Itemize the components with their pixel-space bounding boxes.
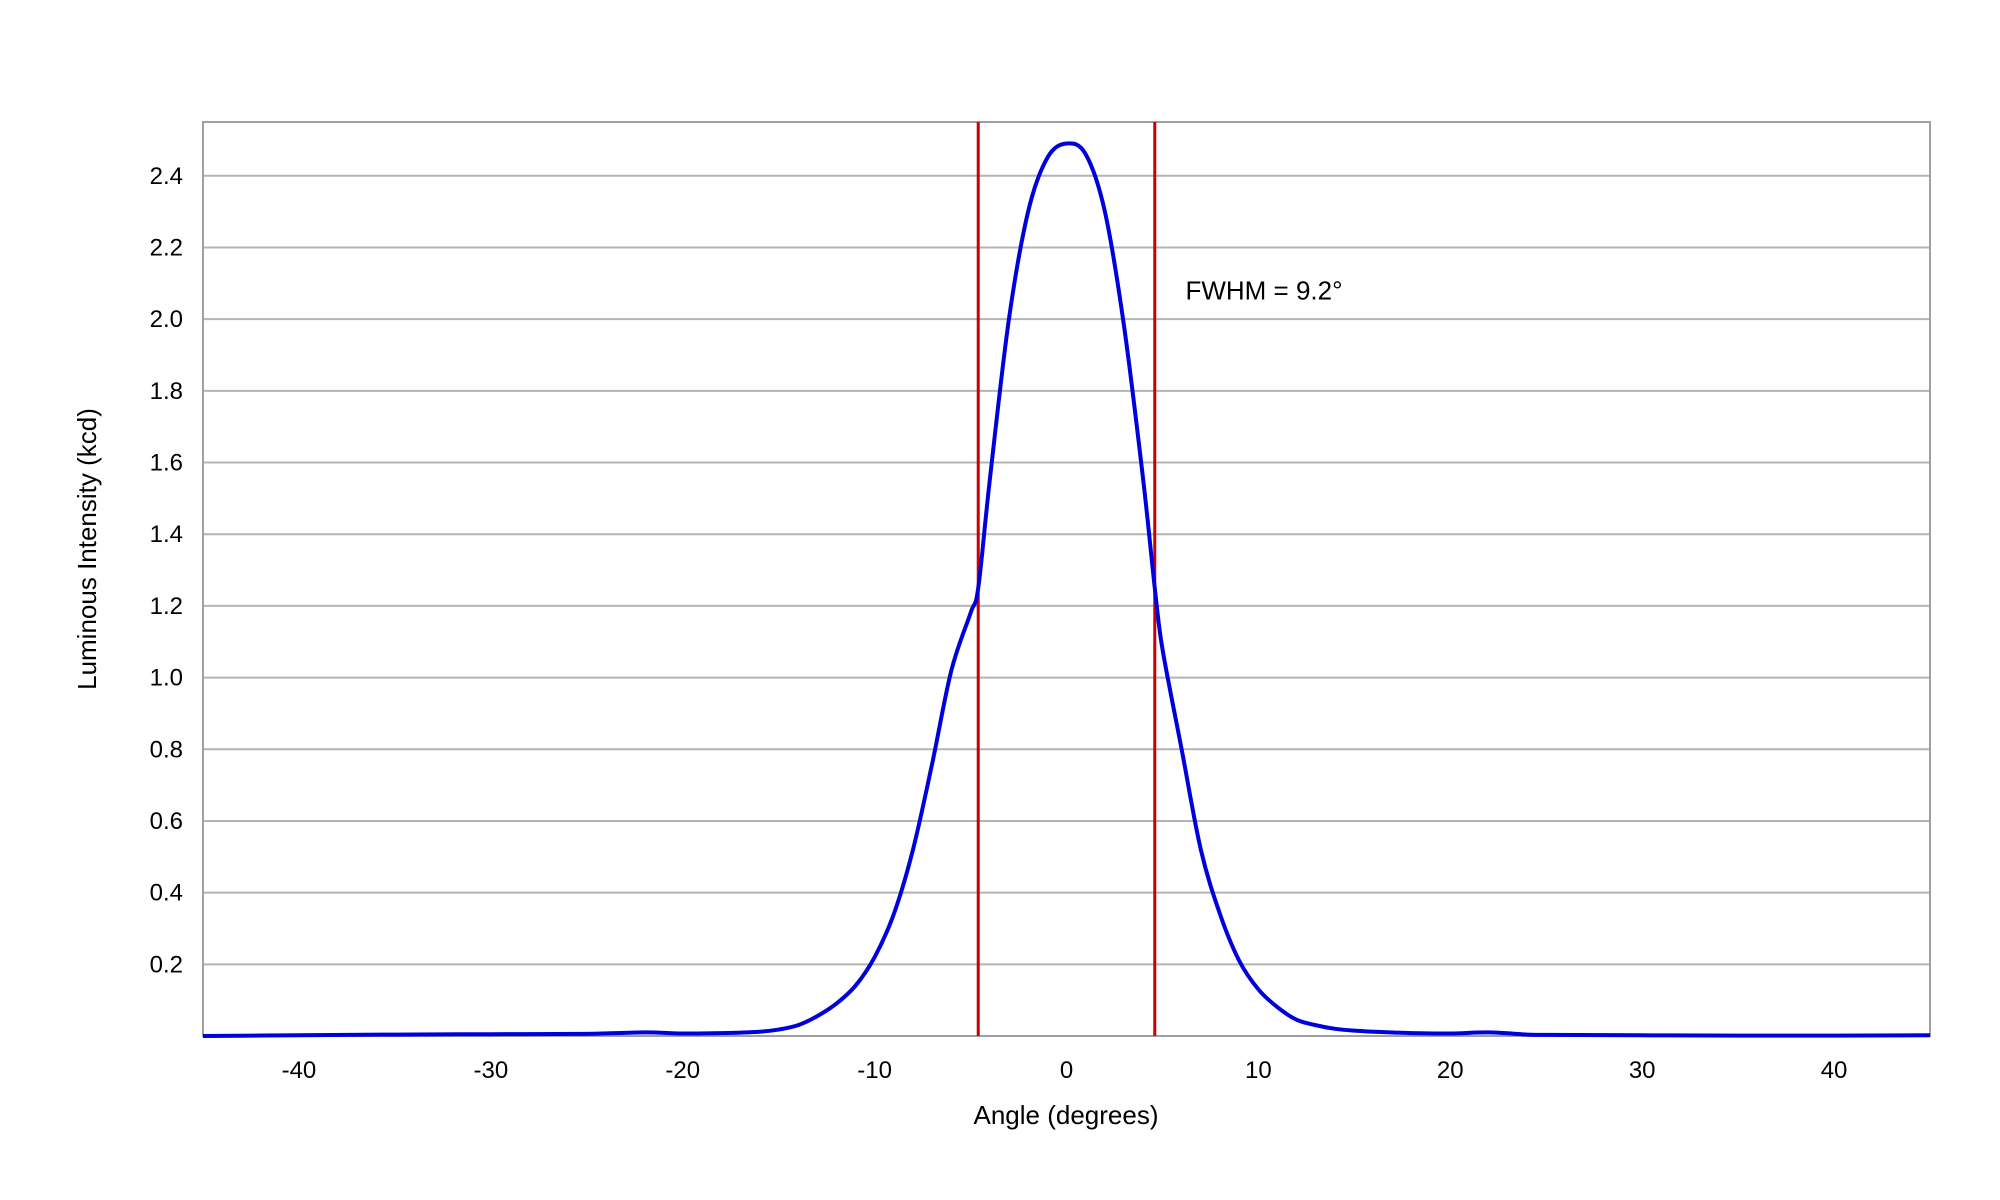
- y-tick-label: 2.4: [150, 163, 183, 190]
- y-tick-label: 1.4: [150, 521, 183, 548]
- x-tick-label: 10: [1245, 1057, 1272, 1084]
- fwhm-annotation: FWHM = 9.2°: [1185, 275, 1342, 305]
- y-tick-label: 2.2: [150, 234, 183, 261]
- y-tick-label: 1.6: [150, 450, 183, 477]
- x-tick-label: -40: [282, 1057, 317, 1084]
- series-layer: [202, 141, 1931, 1038]
- y-tick-label: 1.8: [150, 378, 183, 405]
- y-tick-label: 2.0: [150, 306, 183, 333]
- x-tick-labels: -40 -30 -20 -10 0 10 20 30 40: [282, 1057, 1848, 1084]
- x-tick-label: -20: [665, 1057, 700, 1084]
- y-tick-label: 0.2: [150, 951, 183, 978]
- y-tick-label: 1.2: [150, 593, 183, 620]
- x-tick-label: 0: [1060, 1057, 1073, 1084]
- intensity-curve: [202, 141, 1931, 1038]
- plot-frame: [202, 121, 1931, 1037]
- x-tick-label: -10: [857, 1057, 892, 1084]
- grid-layer: [203, 174, 1930, 966]
- x-tick-label: 30: [1629, 1057, 1656, 1084]
- marker-lines-layer: [976, 122, 1157, 1036]
- x-tick-label: 40: [1821, 1057, 1848, 1084]
- y-axis-title: Luminous Intensity (kcd): [72, 408, 102, 690]
- x-tick-label: -30: [473, 1057, 508, 1084]
- x-tick-label: 20: [1437, 1057, 1464, 1084]
- y-tick-label: 0.4: [150, 880, 183, 907]
- x-axis-title: Angle (degrees): [974, 1100, 1159, 1130]
- annotations-layer: FWHM = 9.2°: [1185, 275, 1342, 305]
- y-tick-label: 0.6: [150, 808, 183, 835]
- y-tick-label: 1.0: [150, 665, 183, 692]
- y-tick-label: 0.8: [150, 736, 183, 763]
- y-tick-labels: 0.2 0.4 0.6 0.8 1.0 1.2 1.4 1.6 1.8 2.0 2.2 2.4: [150, 163, 183, 979]
